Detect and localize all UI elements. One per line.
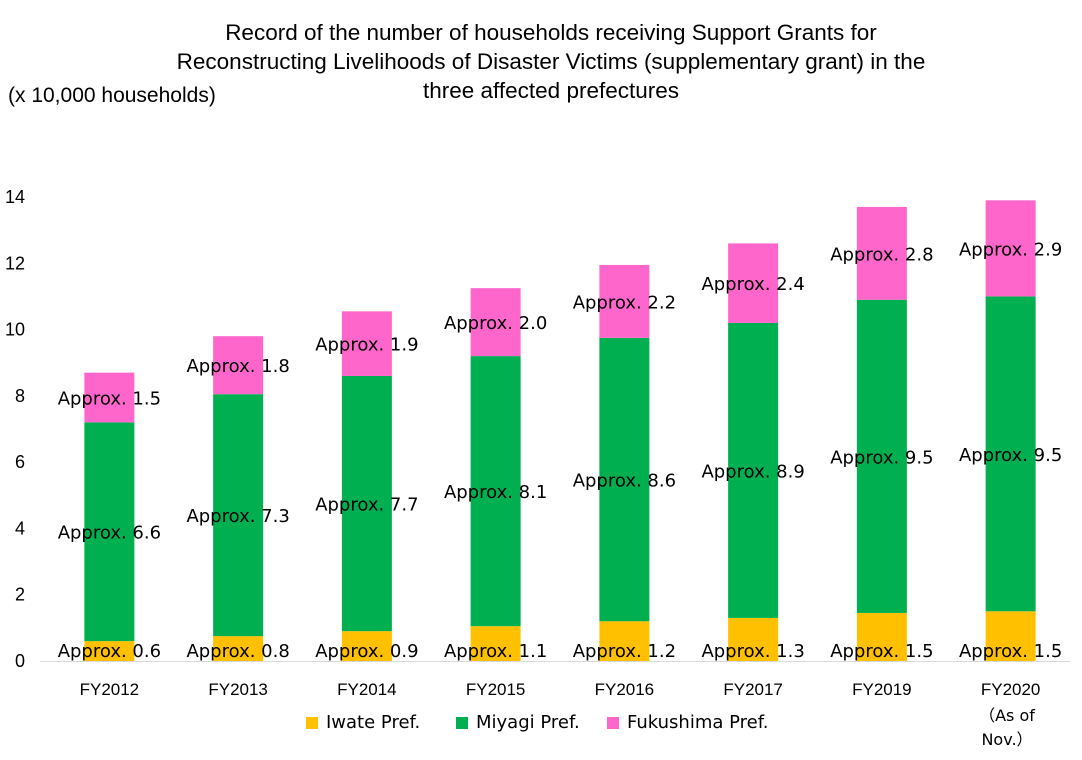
data-label-miyagi: Approx. 6.6	[58, 523, 161, 544]
y-tick-label: 10	[5, 320, 25, 340]
legend-swatch-iwate	[306, 716, 318, 729]
bar-segment-iwate	[84, 641, 135, 661]
data-label-fukushima: Approx. 2.2	[573, 292, 676, 313]
y-tick-label: 8	[15, 386, 25, 406]
bar-segment-fukushima	[341, 311, 392, 376]
x-tick-label: FY2020	[981, 680, 1041, 699]
x-tick-label: FY2015	[466, 680, 526, 699]
y-tick-label: 0	[15, 651, 25, 671]
data-label-iwate: Approx. 0.9	[315, 641, 418, 662]
data-label-iwate: Approx. 1.1	[444, 641, 547, 662]
data-label-miyagi: Approx. 8.1	[444, 482, 547, 503]
bar-segment-iwate	[728, 617, 779, 661]
bar-segment-fukushima	[213, 336, 264, 395]
legend-label-fukushima: Fukushima Pref.	[627, 712, 769, 733]
x-tick-label: FY2013	[208, 680, 268, 699]
bar-segment-miyagi	[341, 375, 392, 632]
bar-segment-fukushima	[84, 372, 135, 423]
legend-item-iwate: Iwate Pref.	[306, 712, 420, 733]
data-label-fukushima: Approx. 1.9	[315, 335, 418, 356]
data-label-fukushima: Approx. 1.8	[186, 356, 289, 377]
data-label-miyagi: Approx. 8.6	[573, 471, 676, 492]
data-label-miyagi: Approx. 9.5	[959, 445, 1062, 466]
data-label-iwate: Approx. 0.6	[58, 641, 161, 662]
x-tick-label: FY2014	[337, 680, 397, 699]
x-tick-label: FY2019	[852, 680, 912, 699]
bar-segment-miyagi	[856, 299, 907, 613]
bar-segment-fukushima	[985, 200, 1036, 297]
chart-title-line-3: three affected prefectures	[423, 78, 679, 103]
bar-segment-miyagi	[213, 394, 264, 637]
bar-segment-fukushima	[470, 288, 521, 357]
bar-segment-iwate	[470, 626, 521, 661]
data-label-miyagi: Approx. 7.3	[186, 506, 289, 527]
bar-segment-iwate	[341, 631, 392, 661]
bar-segment-miyagi	[985, 296, 1036, 612]
bar-segment-miyagi	[84, 422, 135, 642]
bar-segment-fukushima	[856, 206, 907, 300]
bar-segment-iwate	[856, 612, 907, 661]
data-label-fukushima: Approx. 2.0	[444, 313, 547, 334]
y-tick-label: 14	[5, 187, 25, 207]
data-label-miyagi: Approx. 8.9	[701, 461, 804, 482]
y-tick-label: 2	[15, 585, 25, 605]
bar-segment-fukushima	[599, 264, 650, 338]
chart-legend: Iwate Pref. Miyagi Pref. Fukushima Pref.	[0, 712, 1082, 742]
data-label-fukushima: Approx. 2.4	[701, 274, 804, 295]
legend-label-iwate: Iwate Pref.	[326, 712, 421, 733]
data-label-iwate: Approx. 1.2	[573, 641, 676, 662]
data-label-iwate: Approx. 0.8	[186, 641, 289, 662]
fy2020-note: （As of Nov.）	[979, 706, 1035, 749]
x-tick-label: FY2016	[595, 680, 655, 699]
data-label-fukushima: Approx. 2.9	[959, 239, 1062, 260]
x-tick-label: FY2017	[723, 680, 783, 699]
data-label-fukushima: Approx. 1.5	[58, 389, 161, 410]
bar-segment-miyagi	[599, 337, 650, 622]
bar-segment-iwate	[985, 611, 1036, 661]
data-label-iwate: Approx. 1.5	[830, 641, 933, 662]
data-label-miyagi: Approx. 7.7	[315, 495, 418, 516]
legend-swatch-miyagi	[456, 716, 468, 729]
bar-segment-fukushima	[728, 243, 779, 323]
legend-label-miyagi: Miyagi Pref.	[476, 712, 580, 733]
bar-segment-miyagi	[728, 322, 779, 618]
chart-title-line-1: Record of the number of households recei…	[225, 20, 877, 45]
chart-title-line-2: Reconstructing Livelihoods of Disaster V…	[176, 49, 926, 74]
y-tick-label: 6	[15, 452, 25, 472]
data-label-iwate: Approx. 1.3	[701, 641, 804, 662]
data-label-iwate: Approx. 1.5	[959, 641, 1062, 662]
y-axis-unit-label: (x 10,000 households)	[8, 84, 216, 107]
legend-swatch-fukushima	[607, 716, 619, 729]
bar-segment-iwate	[213, 636, 264, 661]
legend-item-miyagi: Miyagi Pref.	[456, 712, 580, 733]
chart-title: Record of the number of households recei…	[120, 18, 982, 105]
y-tick-label: 4	[15, 518, 25, 538]
legend-item-fukushima: Fukushima Pref.	[607, 712, 769, 733]
data-label-fukushima: Approx. 2.8	[830, 244, 933, 265]
data-label-miyagi: Approx. 9.5	[830, 447, 933, 468]
bar-segment-miyagi	[470, 356, 521, 627]
bar-segment-iwate	[599, 621, 650, 661]
y-tick-label: 12	[5, 253, 25, 273]
x-tick-label: FY2012	[80, 680, 140, 699]
